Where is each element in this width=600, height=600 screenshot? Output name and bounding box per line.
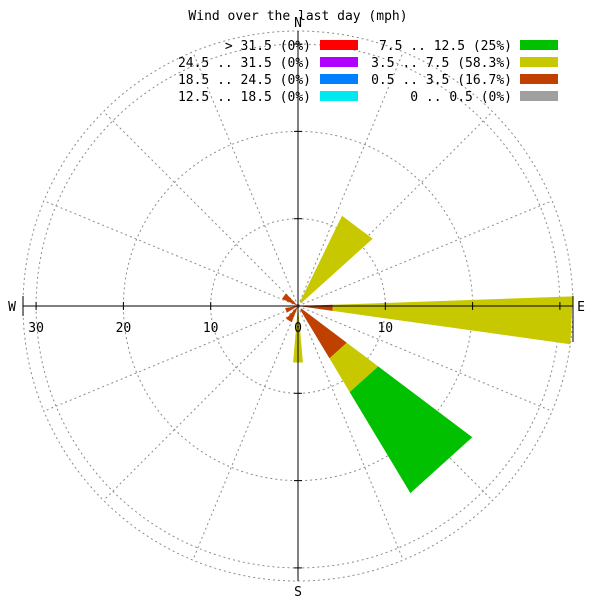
legend-swatch-5	[520, 57, 558, 67]
legend-item-label-1: 24.5 .. 31.5 (0%)	[178, 56, 311, 71]
sector-se-band-2	[349, 366, 473, 494]
legend-swatch-2	[320, 74, 358, 84]
direction-label-n: N	[294, 16, 302, 31]
legend-item-label-3: 12.5 .. 18.5 (0%)	[178, 90, 311, 105]
axis-layer	[22, 31, 574, 581]
radial-tick-label-30: 30	[28, 321, 44, 336]
sector-wsw-band-0	[285, 306, 297, 313]
sector-layer	[282, 215, 573, 494]
grid-spoke-5	[297, 305, 553, 412]
sector-se-band-1	[329, 342, 379, 393]
legend-swatch-4	[520, 40, 558, 50]
sector-se-band-0	[300, 308, 347, 359]
legend-swatch-1	[320, 57, 358, 67]
radial-tick-label-east-10: 10	[377, 321, 393, 336]
sector-e-band-1	[332, 296, 573, 345]
direction-label-e: E	[577, 300, 585, 315]
grid-spoke-1	[297, 51, 404, 307]
radial-tick-label-20: 20	[116, 321, 132, 336]
label-layer: Wind over the last day (mph) N E S W	[8, 9, 585, 600]
grid-spoke-13	[43, 200, 299, 307]
direction-label-w: W	[8, 300, 16, 315]
sector-ne-band-0	[299, 215, 373, 304]
sector-sw-band-0	[286, 307, 298, 323]
grid-spoke-10	[103, 305, 299, 501]
radial-tick-labels: 0 10 10 20 30	[28, 321, 393, 336]
grid-spoke-11	[43, 305, 299, 412]
grid-spoke-9	[192, 305, 299, 561]
radial-tick-label-0: 0	[294, 321, 302, 336]
legend-item-label-0: > 31.5 (0%)	[225, 39, 311, 54]
legend-item-label-4: 7.5 .. 12.5 (25%)	[379, 39, 512, 54]
grid-spoke-14	[103, 111, 299, 307]
legend-item-label-5: 3.5 .. 7.5 (58.3%)	[371, 56, 512, 71]
sector-nw-band-0	[282, 293, 297, 306]
legend-item-label-2: 18.5 .. 24.5 (0%)	[178, 73, 311, 88]
grid-spoke-3	[297, 200, 553, 307]
legend-swatch-6	[520, 74, 558, 84]
grid-spoke-7	[297, 305, 404, 561]
legend-item-label-7: 0 .. 0.5 (0%)	[410, 90, 512, 105]
grid-spoke-15	[192, 51, 299, 307]
legend-swatch-3	[320, 91, 358, 101]
legend-item-label-6: 0.5 .. 3.5 (16.7%)	[371, 73, 512, 88]
legend: > 31.5 (0%) 24.5 .. 31.5 (0%) 18.5 .. 24.5…	[178, 39, 558, 105]
direction-label-s: S	[294, 585, 302, 600]
legend-swatch-0	[320, 40, 358, 50]
chart-title: Wind over the last day (mph)	[188, 9, 407, 24]
legend-swatch-7	[520, 91, 558, 101]
radial-tick-label-10: 10	[203, 321, 219, 336]
